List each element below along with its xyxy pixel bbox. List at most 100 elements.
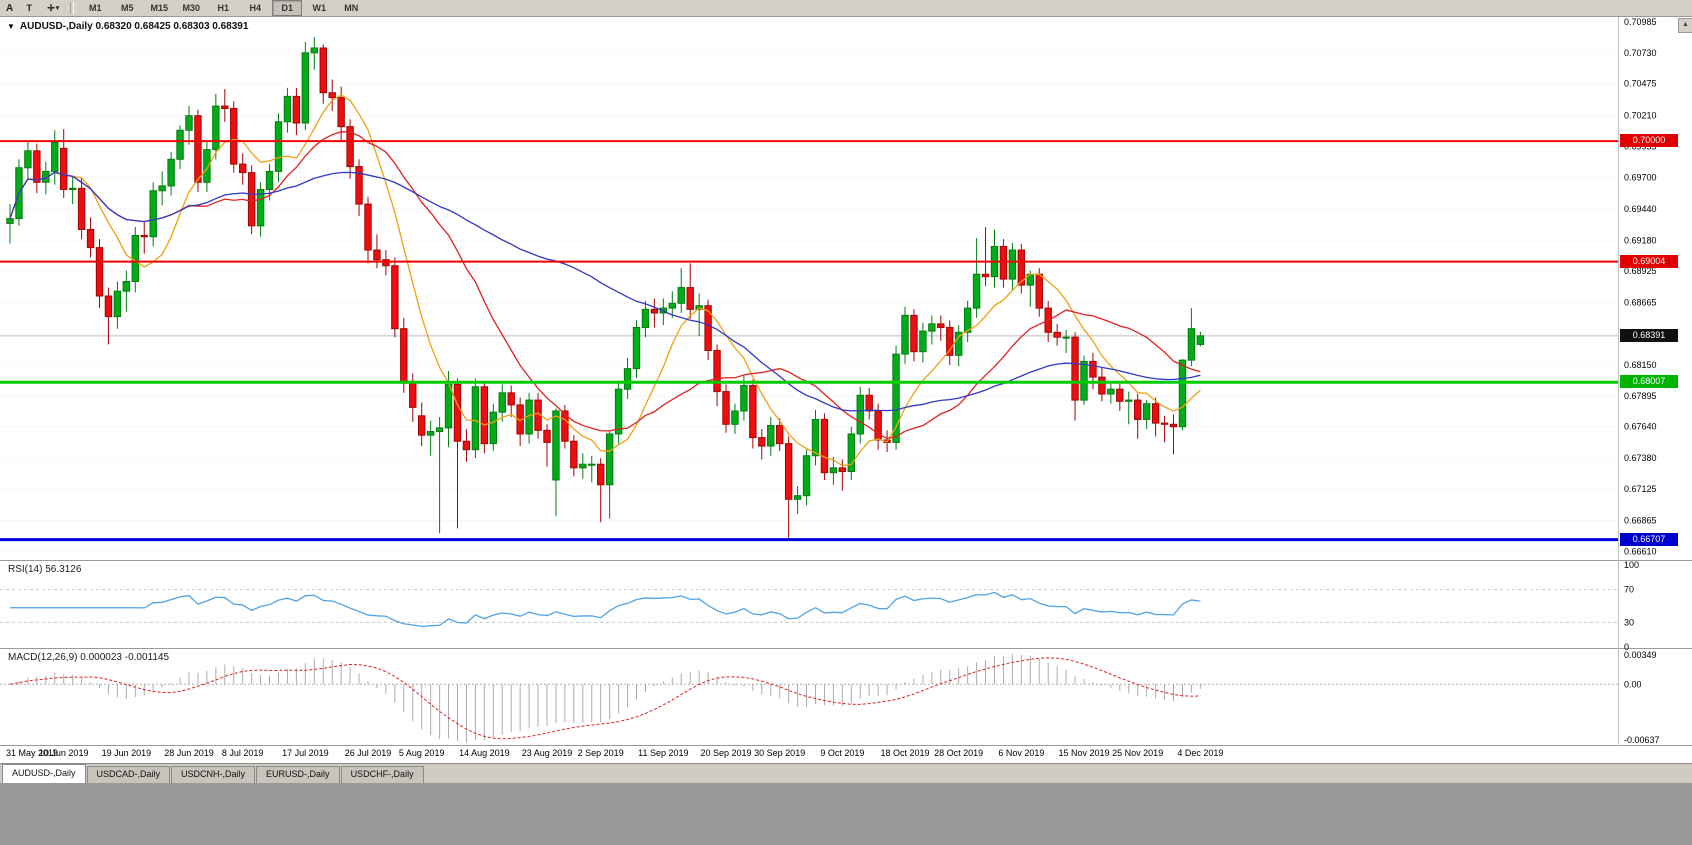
macd-panel-separator[interactable] (0, 647, 1692, 650)
date-axis-label: 14 Aug 2019 (459, 748, 510, 758)
tab-eurusd[interactable]: EURUSD-,Daily (256, 766, 340, 783)
candle-body (212, 105, 220, 151)
chart-symbol-label: AUDUSD-,Daily (19, 21, 93, 32)
candle-body (274, 121, 283, 172)
candle-body (51, 141, 59, 172)
hline-price-tag: 0.70000 (1620, 134, 1678, 148)
candle-body (1125, 399, 1133, 402)
candle-body (480, 386, 489, 445)
macd-signal-line (9, 657, 1201, 740)
price-axis-label: 0.68665 (1624, 298, 1657, 308)
candle-body (820, 418, 829, 474)
candle-body (1062, 336, 1070, 339)
candle-body (1080, 360, 1088, 401)
price-axis-label: 0.67895 (1624, 391, 1657, 401)
hline-price-tag: 0.66707 (1620, 532, 1678, 546)
candle-body (901, 314, 909, 355)
candle-body (292, 95, 301, 124)
candle-body (758, 437, 766, 447)
candle-body (597, 463, 605, 486)
label-tool-button[interactable]: A (6, 2, 14, 14)
candle-body (1053, 331, 1061, 338)
cursor-tool-button[interactable]: ✛ ▾ (42, 1, 64, 15)
candle-body (6, 218, 14, 224)
candle-body (471, 386, 480, 451)
date-axis-label: 26 Jul 2019 (344, 748, 392, 758)
date-axis-label: 31 May 2019 (5, 748, 59, 758)
candle-body (963, 307, 972, 333)
price-axis-label: 0.67125 (1624, 484, 1657, 494)
candle-body (453, 383, 462, 442)
candle-body (1008, 249, 1017, 280)
macd-name: MACD(12,26,9) (8, 652, 78, 663)
candle-body (614, 388, 623, 435)
hline-price-tag: 0.68007 (1620, 375, 1678, 389)
candle-body (167, 158, 175, 187)
candle-body (310, 47, 319, 54)
candle-body (337, 97, 345, 128)
timeframe-mn-button[interactable]: MN (344, 3, 359, 13)
time-axis[interactable]: 31 May 2019 10 Jun 2019 19 Jun 2019 28 Jun … (0, 746, 1692, 763)
timeframe-h4-button[interactable]: H4 (249, 3, 261, 13)
date-axis-label: 23 Aug 2019 (521, 748, 573, 758)
date-axis-label: 18 Oct 2019 (880, 748, 930, 758)
candle-body (999, 245, 1008, 280)
candle-body (86, 228, 95, 249)
candle-body (355, 166, 363, 205)
candle-body (829, 467, 838, 474)
candle-body (140, 235, 148, 238)
window-background (0, 783, 1692, 845)
candle-body (239, 163, 247, 174)
date-axis-label: 28 Oct 2019 (934, 748, 984, 758)
candle-body (230, 107, 238, 165)
timeframe-h1-button[interactable]: H1 (217, 3, 229, 13)
timeframe-m15-button[interactable]: M15 (150, 3, 168, 13)
timeframe-m1-button[interactable]: M1 (88, 3, 102, 13)
candle-body (1089, 360, 1097, 378)
timeframe-d1-button[interactable]: D1 (272, 0, 303, 16)
macd-indicator-label: MACD(12,26,9) 0.000023 -0.001145 (8, 652, 169, 663)
scroll-up-button[interactable]: ▲ (1678, 18, 1692, 33)
rsi-axis-label: 100 (1624, 560, 1639, 570)
date-axis-label: 30 Sep 2019 (754, 748, 806, 758)
tab-audusd[interactable]: AUDUSD-,Daily (2, 764, 86, 783)
text-tool-button[interactable]: T (26, 3, 32, 13)
timeframe-m5-button[interactable]: M5 (120, 3, 134, 13)
rsi-axis-label: 30 (1624, 617, 1634, 627)
timeframe-m30-button[interactable]: M30 (182, 3, 200, 13)
candle-body (1098, 376, 1106, 395)
candle-body (489, 411, 498, 445)
date-axis-label: 15 Nov 2019 (1058, 748, 1110, 758)
price-axis-label: 0.69700 (1624, 172, 1657, 182)
symbol-marker-icon: ▼ (7, 22, 15, 31)
candle-body (749, 385, 757, 439)
candle-body (247, 172, 256, 227)
candle-body (668, 302, 676, 309)
price-chart-canvas[interactable]: 0.709850.707300.704750.702100.699550.697… (0, 17, 1692, 746)
candle-body (910, 314, 918, 353)
rsi-panel-separator[interactable] (0, 559, 1692, 562)
rsi-value: 56.3126 (45, 564, 82, 575)
candle-body (570, 440, 578, 469)
macd-axis-label: -0.00637 (1624, 735, 1660, 745)
price-axis-label: 0.67640 (1624, 422, 1657, 432)
date-axis-label: 4 Dec 2019 (1177, 748, 1224, 758)
tab-usdchf[interactable]: USDCHF-,Daily (340, 766, 424, 783)
candle-body (391, 265, 399, 330)
date-axis-label: 20 Sep 2019 (700, 748, 752, 758)
candle-body (60, 147, 68, 191)
candle-body (588, 463, 596, 466)
tab-usdcad[interactable]: USDCAD-,Daily (86, 766, 171, 783)
candle-body (704, 305, 712, 351)
rsi-name: RSI(14) (8, 564, 43, 575)
price-axis-label: 0.67380 (1624, 453, 1657, 463)
candle-body (811, 418, 820, 457)
candle-body (77, 187, 86, 230)
candle-body (122, 281, 131, 292)
candle-body (946, 326, 954, 356)
candle-body (1169, 423, 1178, 428)
tab-usdcnh[interactable]: USDCNH-,Daily (171, 766, 256, 783)
candle-body (865, 394, 873, 412)
timeframe-w1-button[interactable]: W1 (312, 3, 326, 13)
